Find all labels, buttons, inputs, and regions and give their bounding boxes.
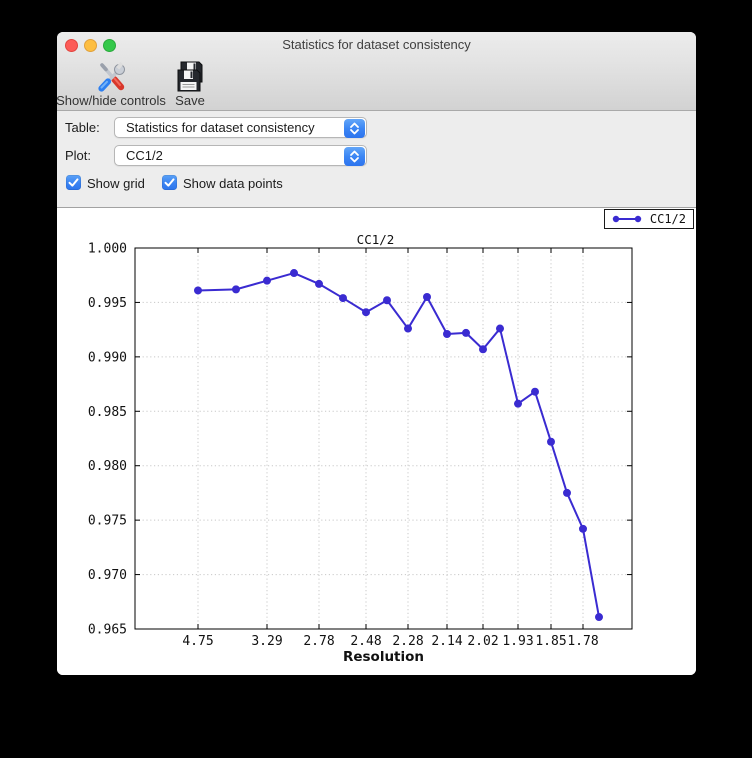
svg-text:3.29: 3.29 — [251, 634, 282, 649]
plot-dropdown-value: CC1/2 — [126, 148, 163, 163]
svg-text:1.85: 1.85 — [535, 634, 566, 649]
svg-text:2.02: 2.02 — [467, 634, 498, 649]
close-button[interactable] — [65, 38, 78, 52]
svg-text:1.93: 1.93 — [502, 634, 533, 649]
dropdown-stepper-icon — [344, 119, 365, 138]
tools-icon — [92, 61, 130, 98]
cc-half-line-chart: 1.000 0.995 0.990 0.985 0.980 0.975 0.970 0.965… — [88, 232, 633, 665]
table-label: Table: — [65, 120, 100, 135]
plot-label: Plot: — [65, 148, 92, 163]
titlebar[interactable]: Statistics for dataset consistency — [57, 32, 696, 58]
legend-series-label: CC1/2 — [649, 212, 686, 226]
minimize-button[interactable] — [84, 38, 97, 52]
save-button[interactable]: Save — [130, 59, 250, 108]
show-hide-controls-button[interactable]: Show/hide controls — [57, 59, 171, 108]
show-data-points-label: Show data points — [183, 176, 283, 191]
show-hide-controls-label: Show/hide controls — [57, 93, 166, 108]
svg-text:0.965: 0.965 — [88, 623, 127, 638]
svg-text:2.28: 2.28 — [392, 634, 423, 649]
svg-text:0.980: 0.980 — [88, 459, 127, 474]
svg-text:0.970: 0.970 — [88, 568, 127, 583]
show-data-points-checkbox[interactable] — [162, 175, 177, 190]
dropdown-stepper-icon — [344, 147, 365, 166]
svg-text:2.78: 2.78 — [303, 634, 334, 649]
chart-area: 1.000 0.995 0.990 0.985 0.980 0.975 0.970 0.965… — [57, 208, 696, 675]
legend-line-sample-icon — [612, 215, 642, 223]
save-icon — [174, 61, 206, 98]
table-dropdown-value: Statistics for dataset consistency — [126, 120, 315, 135]
svg-text:2.48: 2.48 — [350, 634, 381, 649]
controls-panel: Table: Statistics for dataset consistenc… — [57, 111, 696, 208]
svg-text:0.990: 0.990 — [88, 350, 127, 365]
show-grid-checkbox[interactable] — [66, 175, 81, 190]
svg-text:0.995: 0.995 — [88, 296, 127, 311]
show-grid-label: Show grid — [87, 176, 145, 191]
save-label: Save — [175, 93, 205, 108]
window-title: Statistics for dataset consistency — [282, 37, 471, 52]
svg-text:2.14: 2.14 — [431, 634, 462, 649]
svg-text:0.975: 0.975 — [88, 514, 127, 529]
svg-text:1.78: 1.78 — [567, 634, 598, 649]
zoom-button[interactable] — [103, 38, 116, 52]
chart-legend: CC1/2 — [603, 209, 694, 229]
svg-text:0.985: 0.985 — [88, 405, 127, 420]
svg-text:1.000: 1.000 — [88, 242, 127, 257]
plot-dropdown[interactable]: CC1/2 — [114, 145, 367, 166]
statistics-window: Statistics for dataset consistency — [57, 32, 696, 675]
svg-text:Resolution: Resolution — [343, 649, 424, 665]
svg-text:CC1/2: CC1/2 — [357, 232, 395, 247]
window-header: Statistics for dataset consistency — [57, 32, 696, 111]
table-dropdown[interactable]: Statistics for dataset consistency — [114, 117, 367, 138]
svg-text:4.75: 4.75 — [182, 634, 213, 649]
checkbox-row: Show grid Show data points — [57, 175, 696, 192]
